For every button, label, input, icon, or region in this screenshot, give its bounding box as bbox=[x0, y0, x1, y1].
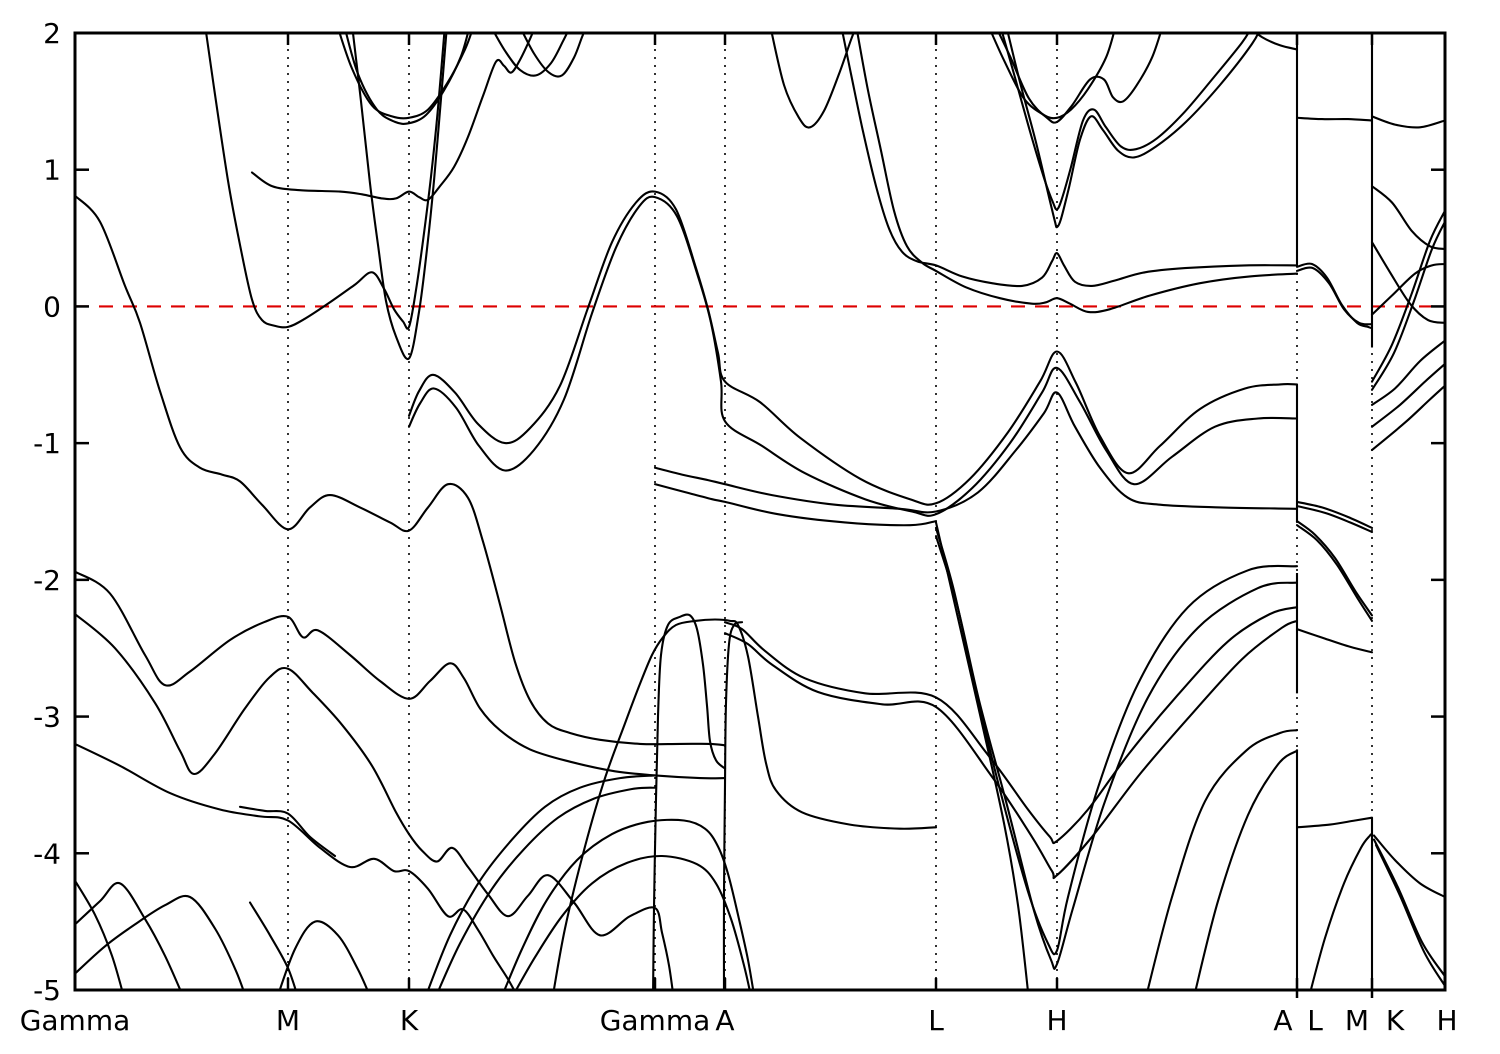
x-axis-label: H bbox=[1046, 1004, 1067, 1037]
band-curve bbox=[653, 483, 938, 527]
band-curve bbox=[1295, 520, 1374, 617]
band-curve bbox=[990, 32, 1116, 120]
x-axis-labels: Gamma M K Gamma A L H A L M K H bbox=[20, 1004, 1458, 1037]
band-curve bbox=[1370, 339, 1446, 406]
band-curve bbox=[407, 195, 1299, 517]
band-curve bbox=[407, 190, 1299, 506]
band-curve bbox=[997, 32, 1162, 124]
band-curve bbox=[1146, 729, 1299, 991]
y-axis-label: -3 bbox=[33, 701, 61, 734]
band-curve bbox=[492, 32, 569, 77]
band-curve bbox=[74, 742, 516, 991]
band-curve bbox=[1295, 116, 1374, 122]
band-curve bbox=[1295, 628, 1374, 654]
band-curve bbox=[1000, 32, 1251, 211]
band-curve bbox=[502, 818, 755, 991]
band-curve bbox=[722, 621, 744, 991]
x-axis-label: Gamma bbox=[20, 1004, 131, 1037]
band-curve bbox=[514, 854, 751, 991]
x-axis-label: K bbox=[400, 1004, 419, 1037]
band-curve bbox=[1370, 115, 1446, 129]
x-axis-label: L bbox=[1307, 1004, 1323, 1037]
x-axis-label: L bbox=[928, 1004, 944, 1037]
x-axis-label: M bbox=[276, 1004, 300, 1037]
band-curve bbox=[238, 805, 337, 858]
band-curve bbox=[344, 32, 470, 125]
y-axis-labels: 2 1 0 -1 -2 -3 -4 -5 bbox=[33, 17, 61, 1007]
plot-border bbox=[73, 31, 1447, 992]
band-curve bbox=[1372, 838, 1446, 978]
gridlines bbox=[287, 33, 1373, 990]
band-curves bbox=[74, 32, 1446, 991]
x-axis-label: H bbox=[1436, 1004, 1457, 1037]
band-curve bbox=[74, 612, 674, 991]
band-curve bbox=[1372, 834, 1446, 899]
y-axis-label: 1 bbox=[43, 154, 61, 187]
y-axis-label: 2 bbox=[43, 17, 61, 50]
y-axis-label: -5 bbox=[33, 974, 61, 1007]
axes-and-ticks bbox=[73, 31, 1447, 998]
band-curve bbox=[74, 879, 124, 991]
band-curve bbox=[1295, 262, 1374, 330]
band-curve bbox=[1370, 185, 1446, 251]
band-curve bbox=[1194, 749, 1299, 991]
band-curve bbox=[248, 901, 298, 991]
band-curve bbox=[1295, 266, 1374, 326]
y-axis-label: -1 bbox=[33, 427, 61, 460]
band-curve bbox=[521, 32, 586, 78]
y-axis-label: -2 bbox=[33, 564, 61, 597]
band-curve bbox=[1295, 504, 1374, 534]
y-axis-label: -4 bbox=[33, 837, 61, 870]
x-axis-label: K bbox=[1386, 1004, 1405, 1037]
band-curve bbox=[1370, 262, 1446, 316]
band-curve bbox=[74, 570, 727, 780]
band-curve bbox=[1370, 220, 1446, 391]
x-axis-label: Gamma bbox=[600, 1004, 711, 1037]
band-curve bbox=[723, 619, 1299, 880]
band-curve bbox=[1295, 816, 1374, 829]
band-curve bbox=[1374, 844, 1446, 987]
band-curve bbox=[426, 774, 657, 991]
band-curve bbox=[1370, 384, 1446, 452]
band-curve bbox=[653, 391, 1299, 514]
band-curve bbox=[74, 194, 727, 747]
band-curve bbox=[552, 618, 938, 991]
band-curve bbox=[1295, 524, 1374, 622]
y-axis-label: 0 bbox=[43, 290, 61, 323]
band-curve bbox=[1370, 209, 1446, 383]
x-axis-label: A bbox=[715, 1004, 734, 1037]
band-curve bbox=[841, 32, 1299, 288]
band-curve bbox=[1370, 241, 1446, 324]
band-curve bbox=[856, 32, 1299, 314]
band-curve bbox=[1253, 32, 1299, 51]
band-curve bbox=[351, 32, 448, 361]
band-curve bbox=[934, 521, 1029, 991]
band-curve bbox=[250, 32, 535, 202]
band-curve bbox=[204, 32, 446, 330]
x-axis-label: M bbox=[1345, 1004, 1369, 1037]
band-curve bbox=[934, 535, 1299, 970]
band-curve bbox=[723, 606, 1299, 845]
band-curve bbox=[1309, 833, 1374, 991]
band-curve bbox=[74, 881, 182, 991]
x-axis-label: A bbox=[1273, 1004, 1292, 1037]
band-curve bbox=[652, 613, 727, 991]
band-curve bbox=[437, 786, 657, 991]
band-curve bbox=[1006, 32, 1261, 229]
band-curve bbox=[278, 920, 369, 991]
band-curve bbox=[1295, 500, 1374, 529]
band-curve bbox=[770, 32, 856, 129]
band-jump-segments bbox=[1295, 32, 1374, 991]
band-curve bbox=[1370, 362, 1446, 428]
